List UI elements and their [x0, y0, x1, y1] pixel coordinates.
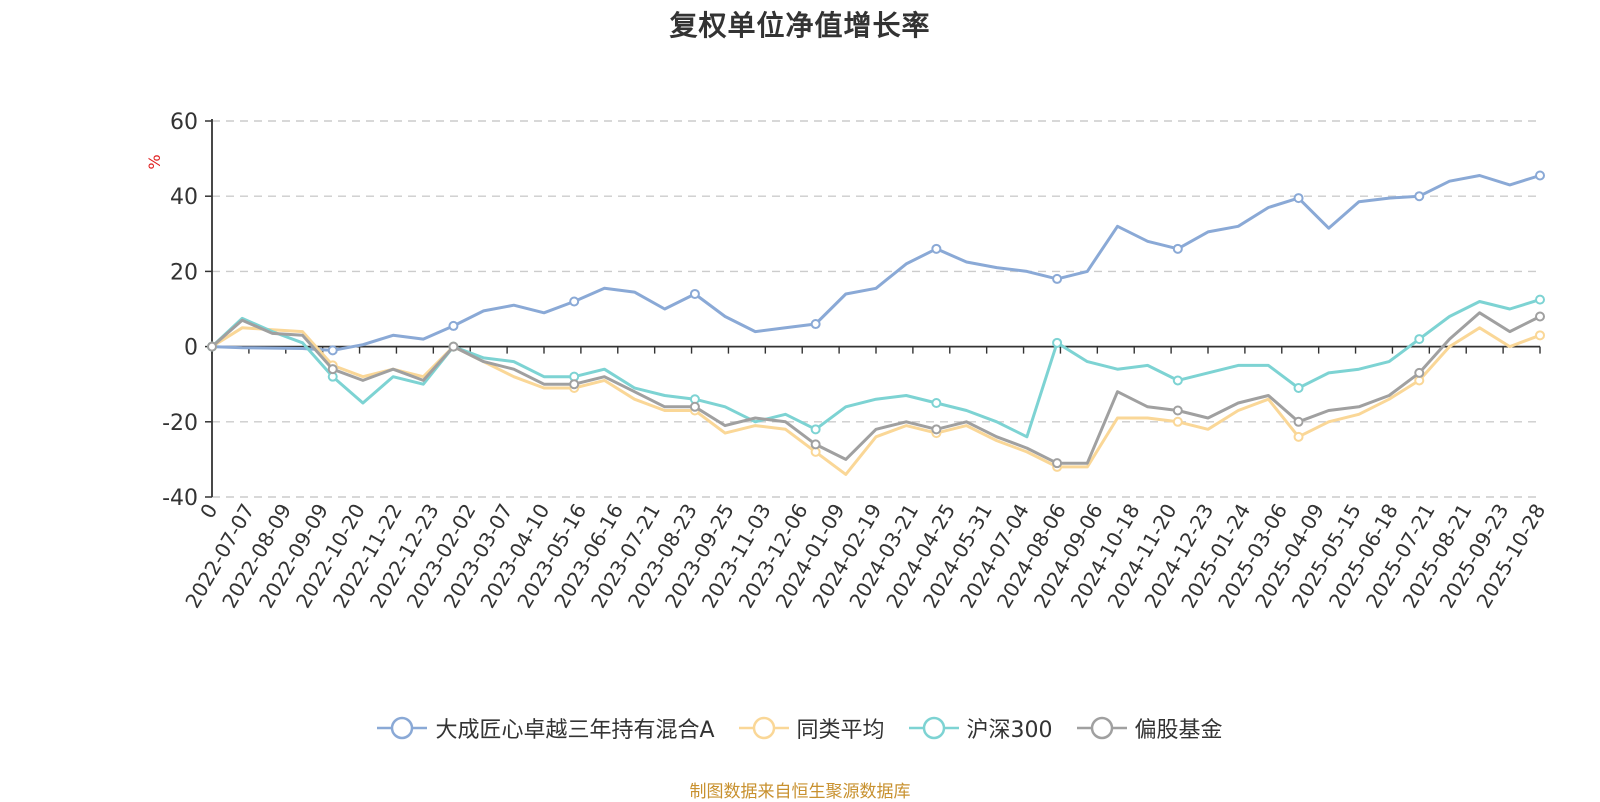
data-point: [810, 424, 821, 435]
legend-label: 偏股基金: [1134, 718, 1223, 743]
data-point: [1293, 431, 1304, 442]
series-line: [211, 326, 1541, 476]
data-point: [1052, 458, 1063, 469]
data-point: [810, 319, 821, 330]
axes: -40-20020406002022-07-072022-08-092022-0…: [162, 110, 1550, 612]
data-point: [931, 243, 942, 254]
data-point: [1535, 170, 1545, 181]
data-point: [569, 296, 580, 307]
y-tick-label: -20: [162, 411, 198, 436]
series-line: [211, 311, 1541, 465]
data-point: [1052, 337, 1063, 348]
data-point: [689, 288, 700, 299]
y-tick-label: 0: [184, 336, 198, 361]
data-point: [931, 398, 942, 408]
data-point: [448, 320, 459, 331]
legend-swatch-icon: [908, 716, 959, 740]
data-point: [1172, 416, 1183, 427]
y-tick-label: 20: [170, 260, 198, 285]
data-point: [810, 439, 821, 450]
y-tick-label: 60: [170, 110, 198, 135]
data-point: [1293, 382, 1304, 393]
legend-label: 沪深300: [966, 718, 1053, 743]
legend-item[interactable]: 沪深300: [908, 712, 1053, 744]
data-point: [448, 341, 459, 352]
y-axis-label: %: [145, 154, 164, 169]
source-note: 制图数据来自恒生聚源数据库: [689, 782, 911, 802]
data-point: [1535, 330, 1545, 341]
chart-legend: 大成匠心卓越三年持有混合A 同类平均 沪深300 偏股基金: [0, 712, 1600, 744]
legend-label: 同类平均: [796, 718, 885, 743]
legend-label: 大成匠心卓越三年持有混合A: [435, 718, 715, 743]
data-point: [569, 379, 580, 390]
data-point: [1293, 193, 1304, 204]
data-point: [1052, 273, 1063, 284]
data-point: [931, 424, 942, 435]
data-point: [207, 341, 217, 352]
chart-title: 复权单位净值增长率: [669, 9, 931, 42]
y-tick-label: 40: [170, 185, 198, 210]
data-point: [1293, 416, 1304, 427]
series-line: [210, 298, 1541, 439]
legend-item[interactable]: 偏股基金: [1076, 712, 1223, 744]
legend-item[interactable]: 大成匠心卓越三年持有混合A: [377, 712, 715, 744]
grid-lines: [212, 120, 1540, 498]
data-point: [1414, 334, 1425, 345]
data-point: [1172, 243, 1183, 254]
data-point: [327, 345, 338, 356]
data-point: [1414, 367, 1425, 378]
legend-swatch-icon: [1076, 716, 1127, 740]
legend-item[interactable]: 同类平均: [738, 712, 885, 744]
data-point: [1535, 294, 1545, 305]
legend-swatch-icon: [377, 716, 428, 740]
data-point: [1172, 375, 1183, 386]
series-line: [211, 174, 1541, 352]
x-tick-label: 0: [195, 500, 222, 523]
y-tick-label: -40: [162, 486, 198, 511]
data-point: [1172, 405, 1183, 416]
series-lines: [207, 170, 1545, 476]
legend-swatch-icon: [738, 716, 789, 740]
data-point: [327, 364, 338, 375]
data-point: [1535, 311, 1545, 322]
data-point: [689, 401, 700, 412]
data-point: [1414, 191, 1425, 202]
